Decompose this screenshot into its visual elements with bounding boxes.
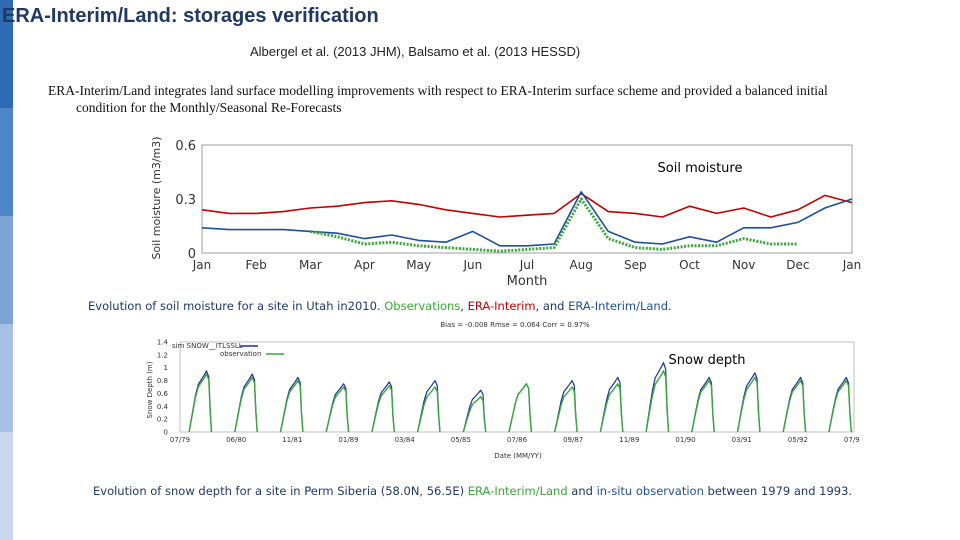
body-line-1: ERA-Interim/Land integrates land surface… [48,83,828,98]
snow-caption-observation: in-situ observation [596,484,704,498]
snow-stats: Bias = -0.008 Rmse = 0.064 Corr = 0.97% [440,321,590,329]
snow-x-tick-label: 01/90 [675,436,695,444]
soil-chart-label: Soil moisture [658,161,743,176]
soil-caption-era-interim-land: ERA-Interim/Land [568,299,669,313]
snow-x-tick-label: 06/80 [226,436,246,444]
snow-x-tick-label: 07/79 [170,436,190,444]
snow-legend: sim SNOW__ITLSSLL observation [172,342,284,358]
snow-y-tick-label: 0.6 [157,390,169,398]
soil-x-tick-label: Sep [624,258,647,272]
snow-x-tick-label: 07/86 [507,436,528,444]
snow-x-tick-label: 03/91 [732,436,752,444]
snow-x-tick-label: 05/92 [788,436,808,444]
soil-caption: Evolution of soil moisture for a site in… [88,299,672,313]
sidebar-segment [0,432,13,540]
soil-series-obs [310,197,798,253]
soil-series-erai [201,192,853,218]
soil-x-tick-label: Mar [299,258,322,272]
snow-legend-sim: sim SNOW__ITLSSLL [172,342,243,350]
sidebar-segment [0,216,13,324]
soil-series-eral [201,191,853,247]
soil-caption-end: . [668,299,672,313]
snow-chart-label: Snow depth [668,353,745,368]
snow-y-axis-label: Snow Depth (m) [146,361,154,418]
snow-y-tick-label: 1.4 [157,339,169,347]
soil-x-tick-label: Apr [354,258,375,272]
snow-x-tick-label: 11/81 [282,436,302,444]
soil-caption-sep2: , and [535,299,569,313]
snow-depth-chart: 0 0.2 0.4 0.6 0.8 1 1.2 1.4 07/79 06/80 11/81 01/89… [146,321,860,460]
soil-moisture-chart: 0 0.3 0.6 Jan Feb Mar Apr May Jun Jul Aug Sep Oct Nov… [150,136,862,289]
soil-x-tick-label: Dec [786,258,809,272]
sidebar-segment [0,0,13,108]
snow-caption-and: and [567,484,597,498]
soil-caption-observations: Observations [384,299,461,313]
snow-caption: Evolution of snow depth for a site in Pe… [93,484,852,498]
sidebar-segment [0,108,13,216]
snow-x-tick-label: 07/93 [844,436,860,444]
snow-caption-end: between 1979 and 1993. [703,484,853,498]
soil-caption-era-interim: ERA-Interim [467,299,536,313]
soil-x-tick-label: Jun [462,258,482,272]
references: Albergel et al. (2013 JHM), Balsamo et a… [250,44,581,59]
snow-y-tick-label: 0.4 [157,403,169,411]
snow-x-tick-label: 11/89 [619,436,639,444]
snow-y-tick-label: 0.2 [157,416,168,424]
soil-x-tick-label: Jan [192,258,212,272]
snow-y-tick-label: 1 [164,364,168,372]
soil-y-tick-label: 0.3 [175,193,196,208]
snow-x-tick-label: 09/87 [563,436,583,444]
soil-x-tick-label: Jul [519,258,534,272]
snow-y-tick-label: 0 [164,429,168,437]
body-paragraph: ERA-Interim/Land integrates land surface… [48,82,878,116]
snow-x-tick-label: 03/84 [395,436,416,444]
soil-caption-prefix: Evolution of soil moisture for a site in… [88,299,385,313]
snow-x-tick-label: 01/89 [338,436,358,444]
soil-x-tick-label: Aug [569,258,592,272]
snow-y-tick-label: 0.8 [157,377,168,385]
soil-y-tick-label: 0.6 [175,139,196,154]
soil-plot-frame [201,144,853,254]
soil-y-axis-label: Soil moisture (m3/m3) [150,136,163,259]
snow-x-axis-label: Date (MM/YY) [494,452,542,460]
sidebar-segment [0,324,13,432]
soil-y-tick-label: 0 [188,247,196,262]
soil-x-tick-label: May [406,258,431,272]
soil-caption-sep1: , [460,299,468,313]
snow-caption-era-interim-land: ERA-Interim/Land [467,484,568,498]
soil-x-axis-label: Month [507,274,548,289]
snow-series-obs [188,370,852,433]
snow-legend-obs: observation [220,350,261,358]
soil-x-tick-label: Nov [732,258,755,272]
soil-x-tick-label: Oct [679,258,700,272]
snow-y-tick-label: 1.2 [157,351,168,359]
snow-caption-prefix: Evolution of snow depth for a site in Pe… [93,484,468,498]
snow-series-sim [188,362,852,433]
snow-x-tick-label: 05/85 [451,436,471,444]
soil-x-tick-label: Jan [842,258,862,272]
soil-x-tick-label: Feb [246,258,267,272]
body-line-2: condition for the Monthly/Seasonal Re-Fo… [76,100,342,115]
sidebar-decoration [0,0,13,540]
snow-plot-frame [179,341,855,433]
page-title: ERA-Interim/Land: storages verification [2,5,379,27]
